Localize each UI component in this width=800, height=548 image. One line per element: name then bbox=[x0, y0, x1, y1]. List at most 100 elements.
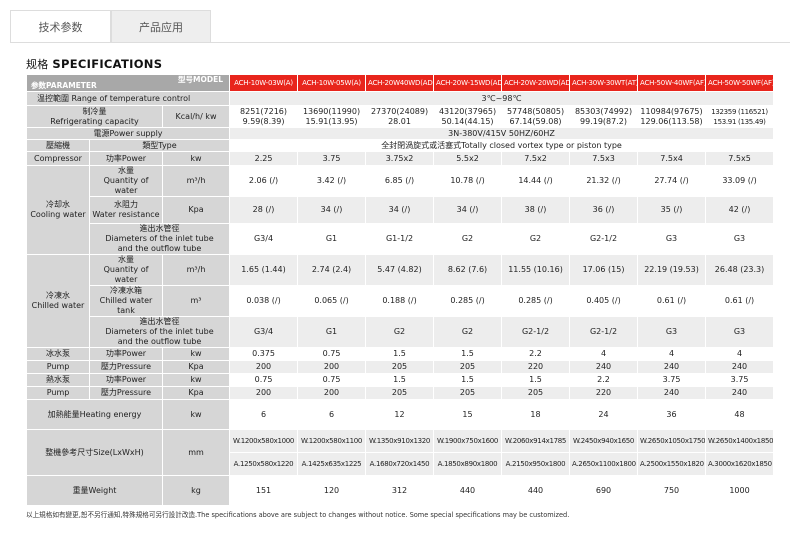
table-row: Pump 壓力Pressure Kpa 200 200 205 205 220 … bbox=[26, 360, 775, 374]
cell-value: 312 bbox=[365, 475, 435, 506]
cell-value: 35 (/) bbox=[637, 196, 707, 224]
cell-value: G2 bbox=[433, 316, 503, 348]
row-label: 水阻力 Water resistance bbox=[89, 196, 163, 224]
row-label: 冷凍水箱 Chilled water tank bbox=[89, 285, 163, 317]
cell-value: 151 bbox=[229, 475, 299, 506]
cell-value: W.2060x914x1785 bbox=[501, 429, 571, 453]
cell-value: 205 bbox=[501, 386, 571, 400]
cell-value: 0.065 (/) bbox=[297, 285, 367, 317]
cell-value: A.1250x580x1220 bbox=[229, 452, 299, 476]
row-label: 整機參考尺寸Size(LxWxH) bbox=[26, 429, 163, 476]
row-label: 進出水管徑 Diameters of the inlet tube and the … bbox=[88, 223, 231, 255]
cell-value: A.3000x1620x1850 bbox=[705, 452, 775, 476]
row-label: 水量 Quantity of water bbox=[89, 165, 163, 197]
table-row: 加熱能量Heating energy kw 6 6 12 15 18 24 36… bbox=[26, 399, 775, 430]
table-row: 冷却水 Cooling water 水量 Quantity of water m³/… bbox=[26, 165, 775, 255]
cell-value: 4 bbox=[705, 347, 775, 361]
cell-value: 200 bbox=[229, 360, 299, 374]
cell-value: G3/4 bbox=[229, 316, 299, 348]
cell-value: 1.5 bbox=[365, 373, 435, 387]
cell-value: 440 bbox=[501, 475, 571, 506]
table-row: 冷凍水 Chilled water 水量 Quantity of water m³/… bbox=[26, 254, 775, 348]
tab-tech-params[interactable]: 技术参数 bbox=[10, 10, 111, 43]
table-row: 熱水泵 功率Power kw 0.75 0.75 1.5 1.5 1.5 2.2… bbox=[26, 373, 775, 387]
row-label: 壓力Pressure bbox=[89, 386, 163, 400]
cell-value: 1000 bbox=[705, 475, 775, 506]
cell-value: 7.5x3 bbox=[569, 151, 639, 166]
cell-value: 205 bbox=[365, 360, 435, 374]
group-label: 壓縮機 bbox=[26, 139, 90, 152]
group-label: Compressor bbox=[26, 151, 90, 166]
model-name: ACH-50W-50WF(AF) bbox=[705, 74, 775, 92]
unit-label: kw bbox=[161, 399, 231, 430]
table-row: 電源Power supply 3N-380V/415V 50HZ/60HZ bbox=[25, 127, 775, 140]
cell-value: W.1900x750x1600 bbox=[433, 429, 503, 453]
model-name: ACH-30W-30WT(AT) bbox=[569, 74, 639, 92]
cell-value: 2.74 (2.4) bbox=[297, 254, 367, 286]
param-label: 参数PARAMETER bbox=[31, 81, 97, 90]
cell-value: G2 bbox=[365, 316, 435, 348]
cell-value: 12 bbox=[365, 399, 435, 430]
cell-value: 17.06 (15) bbox=[569, 254, 639, 286]
cell-value: 440 bbox=[433, 475, 503, 506]
table-row: 水阻力 Water resistance Kpa 28 (/) 34 (/) 34… bbox=[27, 196, 775, 224]
cell-value: 0.285 (/) bbox=[433, 285, 503, 317]
row-label: 功率Power bbox=[89, 373, 163, 387]
cell-value: 132359 (116521) 153.91 (135.49) bbox=[705, 105, 775, 128]
cell-value: 3.75 bbox=[705, 373, 775, 387]
row-label: 功率Power bbox=[89, 347, 163, 361]
cell-value: G2 bbox=[501, 223, 571, 255]
unit-label: Kpa bbox=[161, 386, 231, 400]
cell-value: G2-1/2 bbox=[569, 316, 639, 348]
cell-value: 14.44 (/) bbox=[501, 165, 571, 197]
cell-value: 13690(11990) 15.91(13.95) bbox=[297, 105, 367, 128]
row-label: 壓力Pressure bbox=[89, 360, 163, 374]
row-label: 類型Type bbox=[88, 139, 231, 152]
unit-label: m³ bbox=[161, 285, 231, 317]
spec-table: 型号MODEL 参数PARAMETER ACH-10W-03W(A) ACH-1… bbox=[25, 74, 775, 506]
row-label: 電源Power supply bbox=[25, 127, 231, 140]
cell-value: 1.65 (1.44) bbox=[229, 254, 299, 286]
unit-label: Kpa bbox=[161, 360, 231, 374]
cell-value: 22.19 (19.53) bbox=[637, 254, 707, 286]
cell-value: 4 bbox=[637, 347, 707, 361]
tab-product-application[interactable]: 产品应用 bbox=[111, 10, 211, 42]
cell-value: G1-1/2 bbox=[365, 223, 435, 255]
unit-label: Kpa bbox=[161, 196, 231, 224]
cell-value: W.1200x580x1100 bbox=[297, 429, 367, 453]
cell-value: 240 bbox=[569, 360, 639, 374]
cell-value: 34 (/) bbox=[297, 196, 367, 224]
cell-value: G1 bbox=[297, 316, 367, 348]
table-header-row: 型号MODEL 参数PARAMETER ACH-10W-03W(A) ACH-1… bbox=[25, 74, 775, 92]
row-label: 温控範圍 Range of temperature control bbox=[25, 91, 231, 106]
cell-value: 1.5 bbox=[433, 347, 503, 361]
cell-value: 33.09 (/) bbox=[705, 165, 775, 197]
cell-value: 200 bbox=[297, 386, 367, 400]
cell-value: 240 bbox=[637, 360, 707, 374]
cell-value: 240 bbox=[637, 386, 707, 400]
unit-label: m³/h bbox=[161, 165, 231, 197]
cell-value: G2 bbox=[433, 223, 503, 255]
cell-value: G1 bbox=[297, 223, 367, 255]
cell-value: 8.62 (7.6) bbox=[433, 254, 503, 286]
cell-value: 0.375 bbox=[229, 347, 299, 361]
cell-value: 26.48 (23.3) bbox=[705, 254, 775, 286]
cell-value: G3 bbox=[705, 316, 775, 348]
cell-value: 7.5x5 bbox=[705, 151, 775, 166]
cell-value: G3 bbox=[705, 223, 775, 255]
cell-value: G2-1/2 bbox=[569, 223, 639, 255]
param-model-header: 型号MODEL 参数PARAMETER bbox=[25, 74, 231, 92]
cell-value: 205 bbox=[365, 386, 435, 400]
row-label: 功率Power bbox=[89, 151, 163, 166]
row-label: 進出水管徑 Diameters of the inlet tube and the … bbox=[88, 316, 231, 348]
cell-value: 34 (/) bbox=[365, 196, 435, 224]
cell-value: 34 (/) bbox=[433, 196, 503, 224]
spec-title: 规格 SPECIFICATIONS bbox=[26, 56, 162, 72]
table-row: 整機參考尺寸Size(LxWxH) mm W.1200x580x1000 W.1… bbox=[26, 429, 775, 476]
cell-value: 1.5 bbox=[501, 373, 571, 387]
table-row: 進出水管徑 Diameters of the inlet tube and the … bbox=[27, 316, 775, 348]
unit-label: kw bbox=[161, 151, 231, 166]
cell-value: A.2150x950x1800 bbox=[501, 452, 571, 476]
cell-value: W.2650x1050x1750 bbox=[637, 429, 707, 453]
cell-value: 28 (/) bbox=[229, 196, 299, 224]
